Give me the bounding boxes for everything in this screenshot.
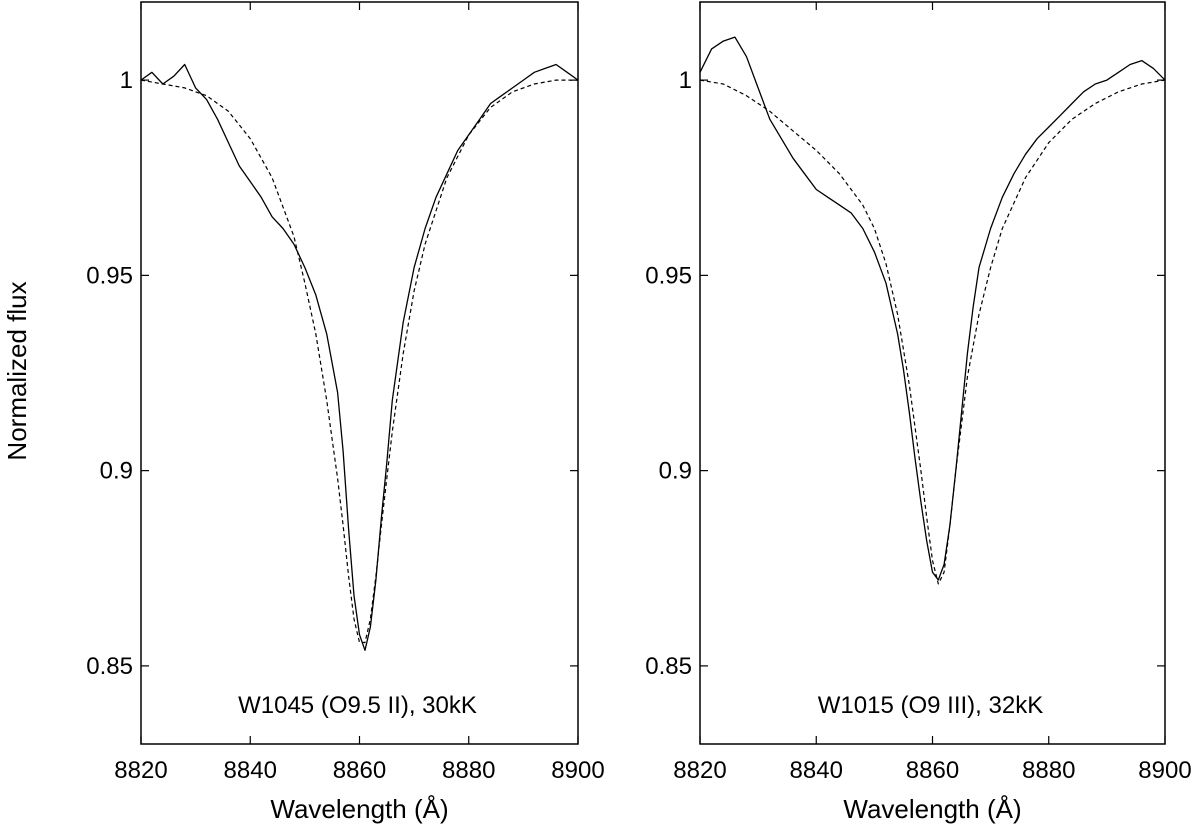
panel-left: 8820 8840 8860 8880 8900 0.85 0.9 0.95 1 Waveleng… <box>86 1 605 824</box>
observed-spectrum-line <box>140 63 579 651</box>
y-tick-label: 0.95 <box>645 262 692 289</box>
x-tick-label: 8840 <box>790 757 843 784</box>
y-tick-label: 0.85 <box>86 653 133 680</box>
panel-right: 8820 8840 8860 8880 8900 0.85 0.9 0.95 1 Waveleng… <box>645 1 1192 824</box>
y-tick-label: 1 <box>120 67 133 94</box>
panel-annotation: W1045 (O9.5 II), 30kK <box>238 692 477 719</box>
x-tick-label: 8860 <box>906 757 959 784</box>
y-tick-label: 0.9 <box>659 458 692 485</box>
x-tick-label: 8820 <box>114 757 167 784</box>
x-tick-label: 8840 <box>224 757 277 784</box>
panel-annotation: W1015 (O9 III), 32kK <box>818 692 1043 719</box>
observed-spectrum-line <box>699 36 1166 581</box>
x-axis-label: Wavelength (Å) <box>843 794 1021 824</box>
x-axis-label: Wavelength (Å) <box>270 794 448 824</box>
x-tick-label: 8820 <box>673 757 726 784</box>
x-tick-label: 8880 <box>442 757 495 784</box>
y-tick-label: 1 <box>679 67 692 94</box>
y-tick-label: 0.9 <box>100 458 133 485</box>
x-tick-label: 8900 <box>1138 757 1191 784</box>
model-fit-line <box>140 79 578 644</box>
x-tick-label: 8880 <box>1022 757 1075 784</box>
x-tick-label: 8860 <box>333 757 386 784</box>
y-tick-label: 0.95 <box>86 262 133 289</box>
y-tick-label: 0.85 <box>645 653 692 680</box>
plot-frame <box>699 1 1166 745</box>
model-fit-line <box>699 79 1166 585</box>
x-tick-label: 8900 <box>551 757 604 784</box>
y-axis-label: Normalized flux <box>2 281 32 460</box>
